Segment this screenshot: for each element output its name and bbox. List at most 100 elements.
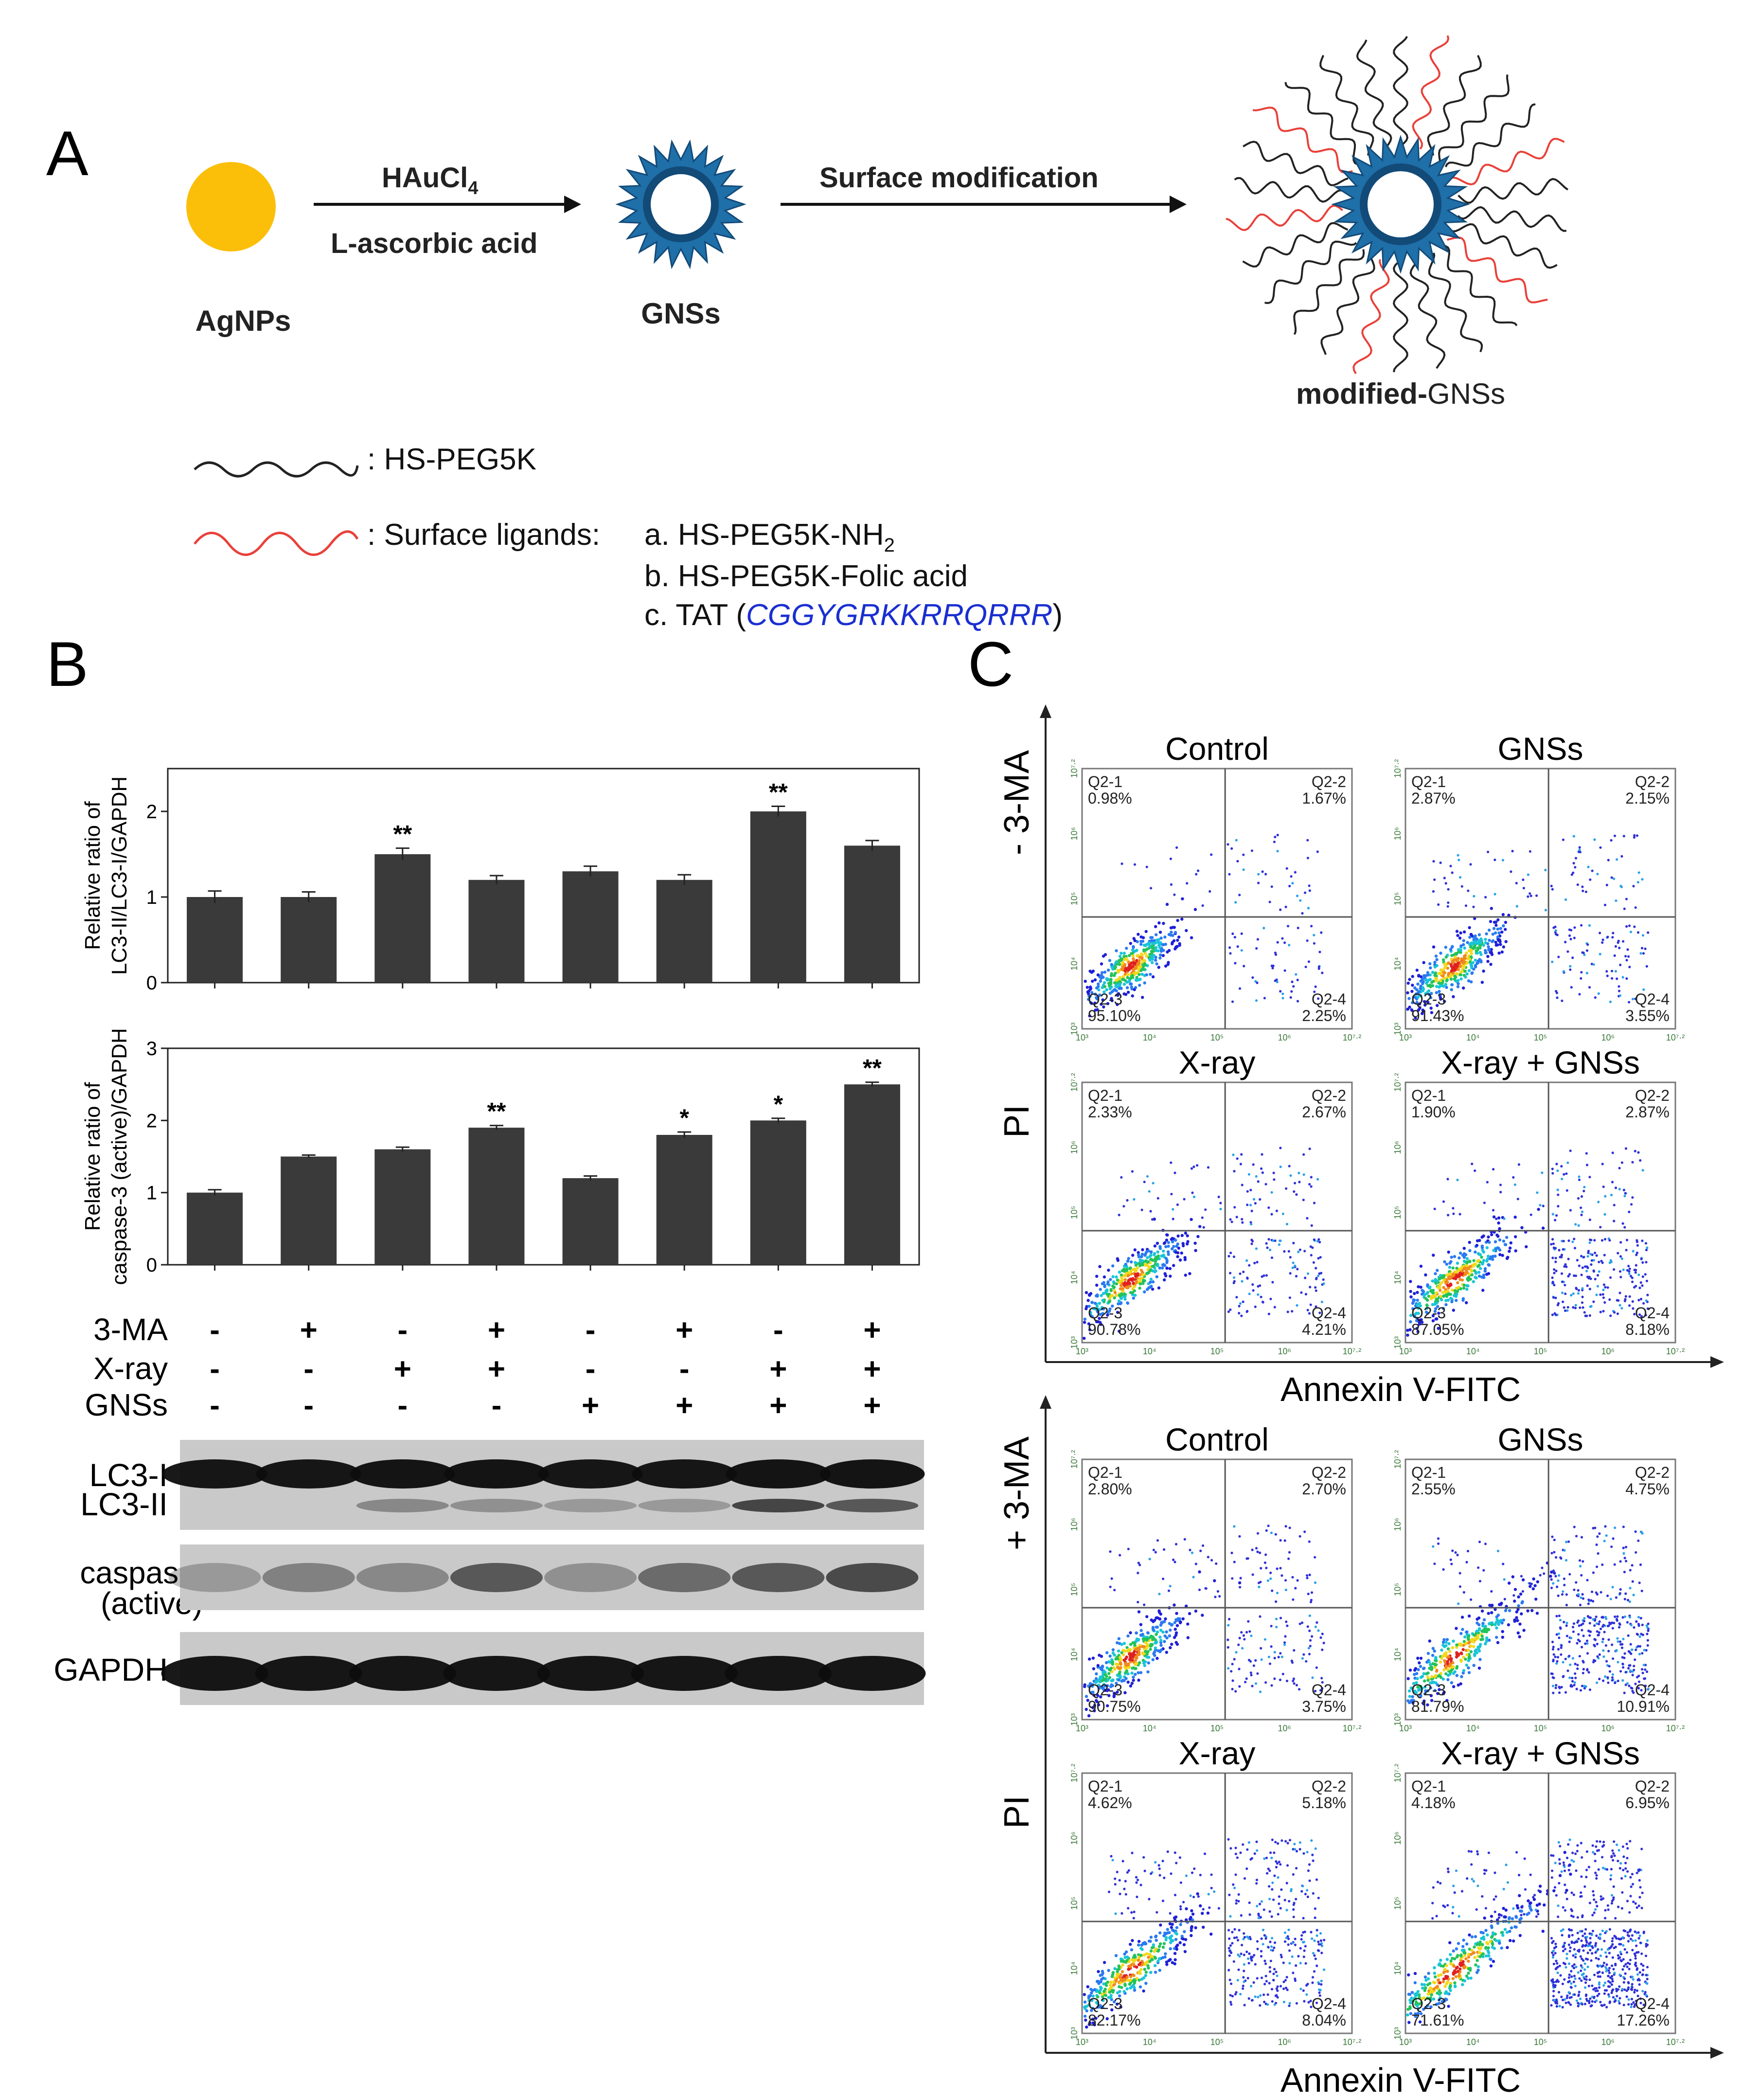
event-dot (1435, 1669, 1439, 1672)
event-dot (1622, 940, 1625, 943)
event-dot (1164, 1256, 1168, 1260)
peg-chain (1242, 222, 1349, 268)
event-dot (1576, 1259, 1579, 1262)
event-dot (1098, 1653, 1101, 1657)
gapdh-blot-band (349, 1656, 456, 1691)
event-dot (1139, 1954, 1143, 1957)
event-dot (1643, 1649, 1646, 1651)
x-axis-tick: 10⁶ (1278, 2037, 1291, 2047)
event-dot (1270, 1645, 1273, 1648)
event-dot (1210, 1559, 1213, 1562)
event-dot (1460, 1615, 1464, 1619)
event-dot (1631, 1687, 1634, 1690)
event-dot (1586, 1284, 1589, 1287)
event-dot (1620, 1646, 1624, 1649)
event-dot (1583, 1185, 1586, 1188)
event-dot (1095, 1305, 1099, 1308)
event-dot (1421, 1675, 1424, 1678)
flow-plot-frame (1404, 768, 1676, 1030)
event-dot (1131, 1170, 1134, 1173)
event-dot (1439, 984, 1442, 987)
event-dot (1468, 926, 1471, 930)
event-dot (1088, 985, 1092, 989)
event-dot (1119, 1662, 1122, 1666)
event-dot (1457, 982, 1460, 986)
event-dot (1592, 1300, 1595, 1303)
event-dot (1479, 937, 1483, 941)
event-dot (1551, 1313, 1554, 1316)
event-dot (1511, 1575, 1515, 1579)
event-dot (1114, 1877, 1117, 1880)
event-dot (1427, 993, 1431, 996)
event-dot (1288, 1839, 1292, 1842)
event-dot (1641, 1623, 1644, 1626)
event-dot (1161, 954, 1165, 957)
event-dot (1314, 985, 1317, 988)
event-dot (1287, 1943, 1290, 1946)
event-dot (1634, 1271, 1637, 1274)
event-dot (1582, 1619, 1586, 1623)
event-dot (1410, 1008, 1413, 1012)
event-dot (1452, 1294, 1456, 1297)
event-dot (1109, 1278, 1112, 1281)
event-dot (1560, 1644, 1563, 1647)
event-dot (1314, 1847, 1317, 1850)
event-dot (1580, 977, 1582, 980)
event-dot (1228, 1893, 1231, 1896)
event-dot (1250, 1223, 1253, 1226)
event-dot (1310, 1224, 1313, 1227)
event-dot (1408, 1005, 1411, 1009)
event-dot (1236, 860, 1239, 862)
event-dot (1639, 1297, 1643, 1301)
event-dot (1298, 1688, 1301, 1691)
event-dot (1408, 1669, 1412, 1672)
event-dot (1122, 1205, 1125, 1208)
event-dot (1583, 953, 1586, 956)
event-dot (1169, 1912, 1172, 1915)
event-dot (1234, 901, 1237, 904)
event-dot (1467, 969, 1471, 972)
event-dot (1230, 1670, 1233, 1673)
event-dot (1181, 1242, 1185, 1245)
event-dot (1531, 1587, 1535, 1591)
event-dot (1279, 908, 1282, 911)
event-dot (1237, 1643, 1240, 1646)
bar (187, 897, 243, 983)
event-dot (1610, 876, 1613, 879)
event-dot (1595, 1293, 1598, 1296)
event-dot (1602, 1655, 1605, 1658)
event-dot (1146, 964, 1149, 968)
event-dot (1522, 1629, 1526, 1632)
x-axis-tick: 10⁷·² (1343, 1723, 1362, 1733)
event-dot (1169, 933, 1173, 937)
event-dot (1426, 971, 1430, 974)
event-dot (1118, 976, 1122, 979)
quadrant-percent: 3.75% (1302, 1698, 1346, 1715)
event-dot (1242, 1984, 1244, 1988)
event-dot (1159, 1638, 1163, 1642)
quadrant-name: Q2-4 (1312, 1681, 1346, 1699)
event-dot (1490, 948, 1493, 951)
event-dot (1163, 1272, 1167, 1275)
event-dot (1469, 945, 1473, 949)
event-dot (1165, 902, 1169, 906)
event-dot (1120, 1276, 1123, 1280)
reagent-haucl4: HAuCl4 (382, 162, 478, 198)
event-dot (1574, 1676, 1577, 1679)
event-dot (1498, 1238, 1502, 1242)
event-dot (1646, 1644, 1649, 1647)
event-dot (1150, 1250, 1153, 1254)
event-dot (1243, 965, 1245, 968)
event-dot (1093, 1001, 1097, 1005)
event-dot (1600, 1259, 1603, 1262)
event-dot (1525, 1245, 1528, 1249)
event-dot (1132, 1679, 1135, 1682)
event-dot (1137, 1671, 1140, 1674)
event-dot (1149, 1644, 1152, 1648)
event-dot (1240, 1153, 1243, 1156)
event-dot (1586, 1652, 1589, 1655)
event-dot (1304, 1276, 1307, 1279)
event-dot (1227, 1255, 1230, 1257)
event-dot (1101, 1671, 1105, 1675)
event-dot (1131, 1851, 1134, 1854)
